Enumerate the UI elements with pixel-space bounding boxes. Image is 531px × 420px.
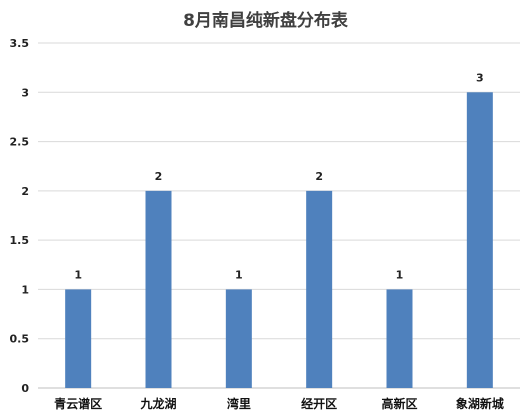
x-category-label: 高新区 (381, 396, 417, 411)
chart-title: 8月南昌纯新盘分布表 (183, 11, 348, 31)
data-label: 1 (235, 268, 243, 281)
x-axis-categories: 青云谱区 九龙湖 湾里 经开区 高新区 象湖新城 (54, 396, 504, 411)
y-tick-label: 0.5 (10, 333, 30, 346)
bar (306, 190, 333, 388)
y-axis-ticks: 0 0.5 1 1.5 2 2.5 3 3.5 (10, 37, 30, 395)
y-tick-label: 2 (21, 185, 29, 198)
x-category-label: 青云谱区 (54, 396, 102, 411)
data-label: 1 (74, 268, 82, 281)
y-tick-label: 1 (21, 283, 29, 296)
bar (466, 92, 493, 389)
data-label: 2 (315, 170, 323, 183)
x-category-label: 象湖新城 (456, 396, 504, 411)
gridlines (38, 42, 520, 389)
y-tick-label: 2.5 (10, 136, 30, 149)
bar (145, 190, 172, 388)
y-tick-label: 3.5 (10, 37, 30, 50)
data-label: 3 (476, 71, 484, 84)
bar (386, 289, 413, 388)
x-category-label: 湾里 (227, 396, 251, 411)
bar (225, 289, 252, 388)
y-tick-label: 3 (21, 86, 29, 99)
y-tick-label: 0 (21, 382, 29, 395)
x-category-label: 经开区 (301, 396, 337, 411)
data-label: 1 (396, 268, 404, 281)
x-category-label: 九龙湖 (139, 396, 176, 411)
y-tick-label: 1.5 (10, 234, 30, 247)
data-labels: 1 2 1 2 1 3 (74, 71, 483, 281)
bar (65, 289, 92, 388)
bars (65, 92, 493, 389)
data-label: 2 (155, 170, 163, 183)
